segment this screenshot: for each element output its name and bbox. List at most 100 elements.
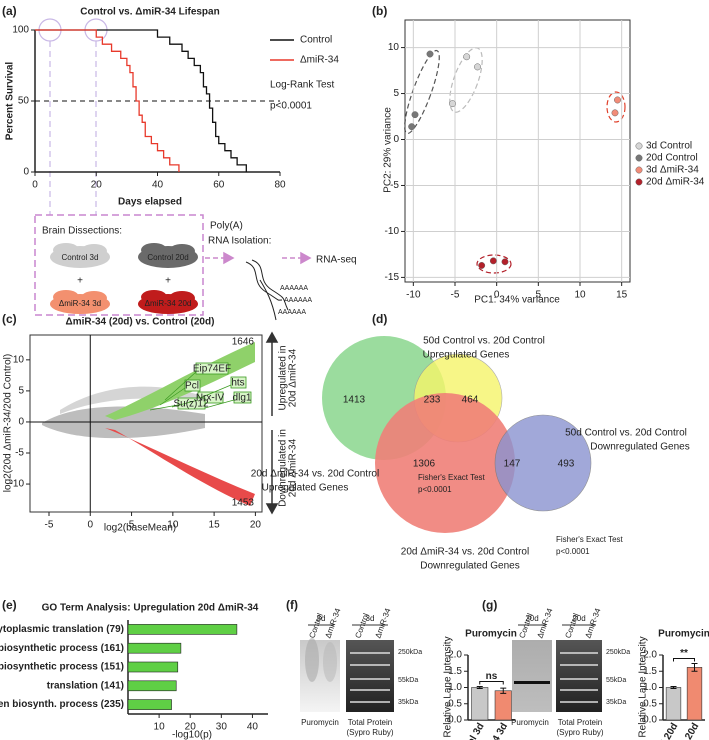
x-tick-label: 30	[216, 722, 228, 733]
category-label: peptide biosynthetic process (151)	[0, 662, 124, 673]
survival-curve	[35, 29, 180, 172]
point	[489, 257, 497, 265]
diagram-text: Brain Dissections:	[42, 226, 122, 237]
point	[478, 262, 486, 269]
blot-time: 20d	[525, 614, 538, 623]
marker: 55kDa	[398, 677, 418, 684]
marker: 55kDa	[606, 677, 626, 684]
venn-count: 1306	[413, 459, 436, 470]
venn-title: 50d Control vs. 20d Control	[565, 428, 687, 439]
cluster-ellipses	[404, 47, 626, 274]
x-tick-label: 0	[32, 180, 38, 191]
venn-title: Upregulated Genes	[423, 350, 510, 361]
error-bar	[476, 686, 483, 689]
blot-caption: Total Protein	[558, 718, 602, 727]
x-tick-label: 5	[536, 290, 542, 301]
venn-test: p<0.0001	[556, 547, 590, 556]
y-tick-label: 1.5	[643, 666, 657, 677]
brain-clouds	[50, 243, 198, 314]
x-axis-label: -log10(p)	[172, 730, 212, 740]
rna-strands	[245, 259, 289, 321]
blot-caption: Puromycin	[301, 718, 339, 727]
y-tick-label: -5	[390, 180, 399, 191]
x-tick-label: 80	[274, 180, 286, 191]
bar	[127, 642, 182, 654]
gene-label: Pcl	[185, 381, 199, 392]
y-tick-label: 0.0	[448, 715, 462, 726]
category-label: translation (141)	[47, 680, 124, 691]
direction-label: Upregulated in	[278, 345, 289, 410]
point	[463, 53, 471, 61]
marker: 35kDa	[606, 699, 626, 706]
y-tick-label: -10	[385, 226, 400, 237]
venn-count: 233	[424, 395, 441, 406]
annotation: p<0.0001	[270, 101, 312, 112]
x-tick-label: 20	[185, 722, 197, 733]
blot-time: 20d	[572, 614, 585, 623]
blot-time: 3d	[317, 614, 326, 623]
panel-label: (f)	[286, 598, 298, 612]
y-tick-label: 1.5	[448, 666, 462, 677]
chart-title: Control vs. ΔmiR-34 Lifespan	[80, 7, 219, 18]
blot-caption: Puromycin	[511, 718, 549, 727]
bar	[494, 690, 512, 721]
y-tick-label: 0	[393, 134, 399, 145]
venn-test: Fisher's Exact Test	[556, 535, 624, 544]
point	[501, 258, 509, 266]
category-label: cytoplasmic translation (79)	[0, 624, 124, 635]
marker: 250kDa	[606, 649, 630, 656]
panel-label: (e)	[2, 598, 17, 612]
plot-frame	[29, 334, 263, 513]
polya: AAAAAA	[278, 309, 306, 316]
significance-bracket	[673, 657, 695, 662]
bar	[665, 687, 682, 721]
legend-swatch	[635, 142, 643, 150]
direction-label: 20d ΔmiR-34	[288, 438, 299, 497]
y-tick-label: 5	[393, 88, 399, 99]
x-axis-label: PC1: 34% variance	[474, 295, 560, 306]
legend-label: 3d Control	[646, 141, 692, 152]
point	[611, 109, 619, 117]
x-axis-label: Days elapsed	[118, 197, 182, 208]
direction-label: 20d ΔmiR-34	[288, 348, 299, 407]
y-tick-label: 10	[13, 354, 25, 365]
venn-title: Downregulated Genes	[590, 442, 690, 453]
y-tick-label: 0.5	[643, 698, 657, 709]
y-axis-label: log2(20d ΔmiR-34/20d Control)	[3, 354, 14, 492]
bar	[127, 699, 172, 710]
gene-label: Eip74EF	[193, 364, 231, 375]
gene-boxes	[177, 362, 252, 410]
x-tick-label: -10	[406, 290, 421, 301]
x-tick-label: 15	[209, 520, 221, 531]
marker: 35kDa	[398, 699, 418, 706]
bar	[127, 680, 177, 692]
up-count: 1646	[232, 337, 255, 348]
point	[449, 100, 456, 108]
x-tick-label: 60	[213, 180, 225, 191]
venn-count: 147	[504, 459, 521, 470]
blot-time: 3d	[366, 614, 375, 623]
x-tick-label: -5	[451, 290, 460, 301]
annotation: Log-Rank Test	[270, 80, 335, 91]
blot-caption: Total Protein	[348, 718, 392, 727]
point	[411, 111, 419, 119]
y-axis-label: PC2: 29% variance	[383, 107, 394, 193]
lane-label: ΔmiR-34	[373, 607, 392, 640]
bar	[127, 624, 238, 635]
blot-caption: (Sypro Ruby)	[346, 728, 393, 737]
lane-label: Control	[307, 612, 324, 640]
gene-label: hts	[231, 378, 244, 389]
legend-label: Control	[300, 35, 332, 46]
venn-base: Downregulated Genes	[420, 561, 520, 572]
significance-bracket	[479, 681, 504, 685]
plus: +	[77, 276, 83, 287]
lane-label: Control	[353, 612, 370, 640]
error-bar	[691, 662, 698, 672]
legend-label: ΔmiR-34	[300, 55, 339, 66]
y-axis-label: Relative Lane Intensity	[443, 636, 454, 737]
bar	[686, 667, 703, 721]
dissection-box	[34, 214, 204, 316]
y-tick-label: 50	[18, 96, 30, 107]
